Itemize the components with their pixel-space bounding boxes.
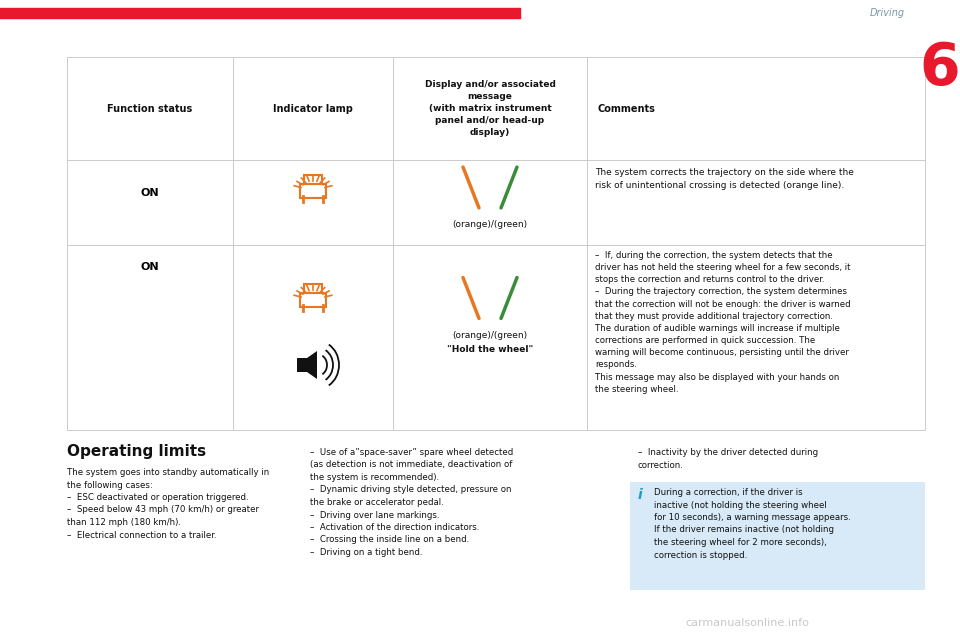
Text: (orange)/(green): (orange)/(green) xyxy=(452,220,528,229)
Bar xyxy=(67,160,233,245)
Bar xyxy=(67,245,233,430)
Text: ON: ON xyxy=(141,262,159,272)
Bar xyxy=(304,284,322,293)
Text: carmanualsonline.info: carmanualsonline.info xyxy=(685,618,809,628)
Text: Indicator lamp: Indicator lamp xyxy=(273,104,353,113)
Bar xyxy=(630,482,925,590)
Text: 6: 6 xyxy=(920,40,960,97)
Bar xyxy=(393,57,587,160)
Text: i: i xyxy=(638,488,643,502)
Text: Function status: Function status xyxy=(108,104,193,113)
Bar xyxy=(300,184,326,198)
Text: "Hold the wheel": "Hold the wheel" xyxy=(446,346,533,355)
Text: (orange)/(green): (orange)/(green) xyxy=(452,330,528,339)
Bar xyxy=(587,160,925,245)
Text: Comments: Comments xyxy=(597,104,655,113)
Text: –  Inactivity by the driver detected during
correction.: – Inactivity by the driver detected duri… xyxy=(638,448,818,470)
Text: Display and/or associated
message
(with matrix instrument
panel and/or head-up
d: Display and/or associated message (with … xyxy=(424,81,556,136)
Bar xyxy=(587,57,925,160)
Bar xyxy=(587,245,925,430)
Text: The system corrects the trajectory on the side where the
risk of unintentional c: The system corrects the trajectory on th… xyxy=(595,168,853,189)
Bar xyxy=(67,57,233,160)
Polygon shape xyxy=(297,351,317,379)
Bar xyxy=(393,160,587,245)
Text: –  Use of a”space-saver” spare wheel detected
(as detection is not immediate, de: – Use of a”space-saver” spare wheel dete… xyxy=(310,448,514,557)
Text: ON: ON xyxy=(141,188,159,198)
Text: Operating limits: Operating limits xyxy=(67,444,206,459)
Text: The system goes into standby automatically in
the following cases:
–  ESC deacti: The system goes into standby automatical… xyxy=(67,468,269,540)
Bar xyxy=(300,293,326,307)
Bar xyxy=(233,57,393,160)
Text: Driving: Driving xyxy=(870,8,905,18)
Bar xyxy=(304,175,322,184)
Bar xyxy=(233,245,393,430)
Text: During a correction, if the driver is
inactive (not holding the steering wheel
f: During a correction, if the driver is in… xyxy=(654,488,851,559)
Text: –  If, during the correction, the system detects that the
driver has not held th: – If, during the correction, the system … xyxy=(595,251,851,394)
Bar xyxy=(393,245,587,430)
Bar xyxy=(233,160,393,245)
